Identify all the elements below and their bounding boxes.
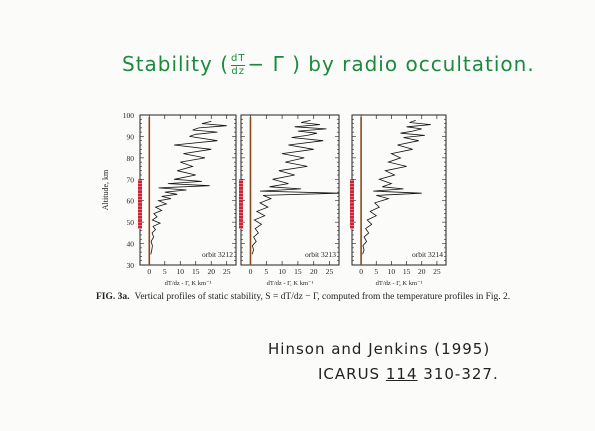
y-tick-label: 70 bbox=[127, 175, 135, 184]
cloud-layer-highlight bbox=[350, 179, 354, 229]
x-tick-label: 20 bbox=[207, 267, 215, 276]
caption-text: Vertical profiles of static stability, S… bbox=[134, 292, 511, 302]
x-tick-label: 15 bbox=[403, 267, 411, 276]
y-tick-label: 60 bbox=[127, 197, 135, 206]
y-tick-label: 50 bbox=[127, 218, 135, 227]
title-denominator: dz bbox=[231, 66, 246, 77]
title-numerator: dT bbox=[231, 53, 246, 64]
x-tick-label: 25 bbox=[326, 267, 334, 276]
x-tick-label: 0 bbox=[359, 267, 363, 276]
y-tick-label: 30 bbox=[127, 261, 135, 270]
y-tick-label: 80 bbox=[127, 154, 135, 163]
handwritten-title: Stability (dT dz − Γ ) by radio occultatio… bbox=[122, 52, 562, 77]
profile-panel: 0 5 10 15 20 25 dT/dz - Γ, K km⁻¹ orbit 3213 bbox=[239, 114, 340, 287]
x-tick-label: 25 bbox=[433, 267, 441, 276]
y-tick-label: 100 bbox=[123, 111, 135, 120]
x-tick-label: 5 bbox=[264, 267, 268, 276]
panel-frame bbox=[139, 114, 237, 266]
x-tick-label: 5 bbox=[374, 267, 378, 276]
profile-panel: 0 5 10 15 20 25 dT/dz - Γ, K km⁻¹ orbit 3214 bbox=[350, 114, 447, 287]
stability-profile-line bbox=[150, 121, 227, 255]
reference-volume: 114 bbox=[385, 365, 418, 383]
x-tick-label: 10 bbox=[177, 267, 185, 276]
title-left: Stability ( bbox=[122, 52, 229, 76]
cloud-layer-highlight bbox=[138, 179, 142, 229]
x-axis-label: dT/dz - Γ, K km⁻¹ bbox=[165, 280, 212, 287]
stability-profile-line bbox=[362, 120, 431, 255]
caption-label: FIG. 3a. bbox=[96, 292, 130, 302]
x-tick-label: 5 bbox=[163, 267, 167, 276]
cloud-layer-highlight bbox=[239, 179, 243, 229]
reference-journal-line: ICARUS 114 310-327. bbox=[318, 365, 499, 383]
orbit-label: orbit 3213 bbox=[305, 250, 336, 259]
x-tick-label: 0 bbox=[249, 267, 253, 276]
x-tick-label: 20 bbox=[310, 267, 318, 276]
x-tick-label: 15 bbox=[192, 267, 200, 276]
figure-caption: FIG. 3a. Vertical profiles of static stab… bbox=[96, 292, 566, 302]
x-tick-label: 0 bbox=[147, 267, 151, 276]
y-tick-label: 90 bbox=[127, 132, 135, 141]
stability-profile-line bbox=[251, 120, 340, 255]
reference-authors: Hinson and Jenkins (1995) bbox=[268, 340, 491, 358]
y-tick-label: 40 bbox=[127, 240, 135, 249]
orbit-label: orbit 3212 bbox=[202, 250, 233, 259]
y-axis-label: Altitude, km bbox=[101, 169, 110, 210]
reference-pages: 310-327. bbox=[423, 365, 499, 383]
title-right: − Γ ) by radio occultation. bbox=[247, 52, 535, 76]
x-tick-label: 15 bbox=[294, 267, 302, 276]
x-axis-label: dT/dz - Γ, K km⁻¹ bbox=[376, 280, 423, 287]
orbit-label: orbit 3214 bbox=[412, 250, 443, 259]
profile-panel: 0 5 10 15 20 25 dT/dz - Γ, K km⁻¹ orbit 3212 bbox=[138, 114, 237, 287]
title-fraction: dT dz bbox=[231, 53, 246, 77]
reference-journal: ICARUS bbox=[318, 365, 381, 383]
x-tick-label: 25 bbox=[223, 267, 231, 276]
x-tick-label: 10 bbox=[388, 267, 396, 276]
x-axis-label: dT/dz - Γ, K km⁻¹ bbox=[267, 280, 314, 287]
x-tick-label: 20 bbox=[418, 267, 426, 276]
x-tick-label: 10 bbox=[278, 267, 286, 276]
